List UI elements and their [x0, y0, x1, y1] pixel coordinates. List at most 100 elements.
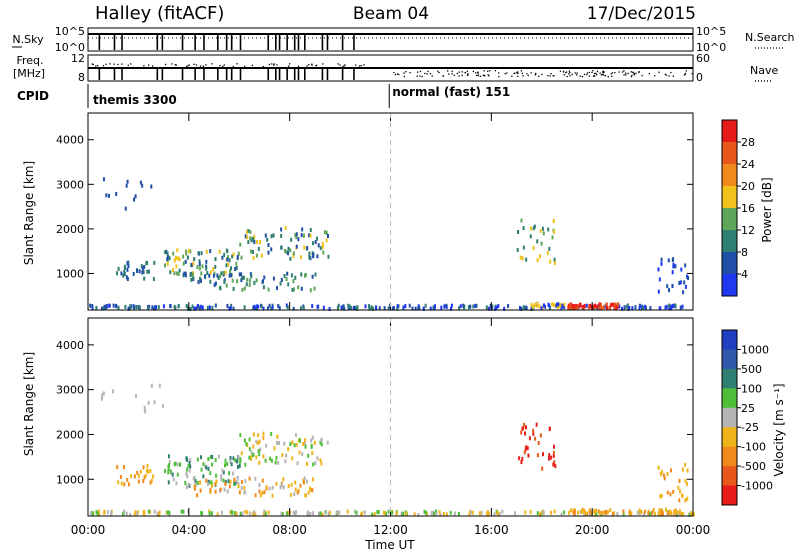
cell-velocity-0 [423, 509, 426, 514]
cell-velocity-4 [228, 484, 231, 489]
cell-power-8 [551, 235, 554, 240]
cell-velocity-0 [498, 512, 501, 517]
cell-power-0 [643, 304, 646, 309]
cell-velocity-7 [541, 466, 544, 471]
cell-velocity-5 [291, 456, 294, 461]
cell-velocity-0 [263, 509, 266, 514]
cell-power-2 [552, 302, 555, 307]
cell-velocity-0 [471, 510, 474, 515]
cell-velocity-1 [612, 511, 615, 516]
cell-power-8 [525, 257, 528, 262]
cell-power-9 [686, 274, 689, 279]
nave-dot [568, 73, 570, 75]
cell-velocity-0 [156, 511, 159, 516]
cell-velocity-1 [593, 508, 596, 513]
cell-velocity-2 [127, 482, 130, 487]
cell-velocity-5 [257, 449, 260, 454]
cell-power-6 [309, 256, 312, 261]
cell-velocity-0 [329, 510, 332, 515]
cell-velocity-0 [583, 512, 586, 517]
nave-dot [506, 72, 508, 74]
cell-power-6 [290, 237, 293, 242]
cell-power-4 [184, 271, 187, 276]
nsky-tick-bottom: 10^0 [55, 41, 85, 54]
cell-velocity-4 [237, 484, 240, 489]
cell-velocity-0 [280, 511, 283, 516]
cell-velocity-0 [221, 510, 224, 515]
nave-dot [602, 71, 604, 73]
cell-power-4 [166, 261, 169, 266]
cell-velocity-0 [487, 512, 490, 517]
nsky-strip: N.Sky 10^5 10^0 10^5 10^0 N.Search [12, 25, 795, 54]
cell-power-0 [201, 305, 204, 310]
cell-velocity-8 [679, 489, 682, 494]
cell-power-1 [616, 303, 619, 308]
cell-velocity-3 [227, 479, 230, 484]
cell-velocity-0 [400, 511, 403, 516]
nave-dot [483, 70, 485, 72]
nave-dot [685, 70, 687, 72]
cell-power-0 [162, 304, 165, 309]
cell-velocity-3 [185, 485, 188, 490]
cell-power-0 [443, 304, 446, 309]
cell-velocity-0 [682, 511, 685, 516]
cell-power-1 [606, 305, 609, 310]
cell-velocity-1 [577, 510, 580, 515]
cell-power-0 [665, 304, 668, 309]
cell-power-3 [127, 264, 130, 269]
nave-dot [610, 73, 612, 75]
cell-power-6 [270, 247, 273, 252]
cell-power-0 [200, 304, 203, 309]
cell-power-0 [256, 304, 259, 309]
nave-dot [565, 71, 568, 73]
cell-velocity-0 [281, 512, 284, 517]
cell-velocity-3 [221, 468, 224, 473]
cell-power-8 [522, 245, 525, 250]
cell-power-8 [521, 256, 524, 261]
cell-velocity-4 [294, 487, 297, 492]
cell-power-1 [581, 305, 584, 310]
nave-dot [552, 75, 554, 77]
cell-velocity-1 [652, 507, 655, 512]
cell-velocity-8 [678, 478, 681, 483]
nave-dot [591, 71, 593, 74]
colorbar-band-velocity [722, 349, 737, 370]
cell-velocity-4 [199, 488, 202, 493]
cell-velocity-0 [267, 510, 270, 515]
cell-power-0 [104, 304, 107, 309]
nave-dot [211, 63, 213, 65]
cell-power-5 [214, 281, 217, 286]
nsearch-tick-bottom: 10^0 [696, 41, 726, 54]
cell-power-5 [292, 279, 295, 284]
cell-power-0 [356, 305, 359, 310]
cell-power-0 [226, 303, 229, 308]
cell-velocity-4 [258, 489, 261, 494]
cell-velocity-5 [320, 461, 323, 466]
cell-power-0 [155, 305, 158, 310]
cell-velocity-0 [678, 512, 681, 517]
cell-power-6 [289, 256, 292, 261]
cell-power-0 [151, 305, 154, 310]
nave-dot [563, 74, 565, 76]
cell-power-3 [124, 264, 127, 269]
cell-power-4 [172, 251, 175, 256]
cell-power-8 [520, 218, 523, 223]
cell-velocity-5 [311, 451, 314, 456]
cell-power-1 [609, 303, 612, 308]
cell-power-4 [196, 264, 199, 269]
cell-power-5 [283, 273, 286, 278]
nave-dot [627, 72, 629, 75]
nave-dot [477, 74, 479, 77]
cpid-segment-label-2: normal (fast) 151 [392, 85, 510, 99]
cell-power-6 [247, 240, 250, 245]
cell-power-2 [535, 303, 538, 308]
cell-velocity-4 [215, 479, 218, 484]
nave-dot [596, 74, 598, 76]
cell-power-8 [529, 234, 532, 239]
cell-velocity-0 [524, 510, 527, 515]
cell-power-0 [347, 303, 350, 308]
nave-dot [424, 72, 426, 75]
cell-velocity-5 [250, 450, 253, 455]
cell-velocity-0 [433, 512, 436, 517]
cell-velocity-3 [179, 462, 182, 467]
